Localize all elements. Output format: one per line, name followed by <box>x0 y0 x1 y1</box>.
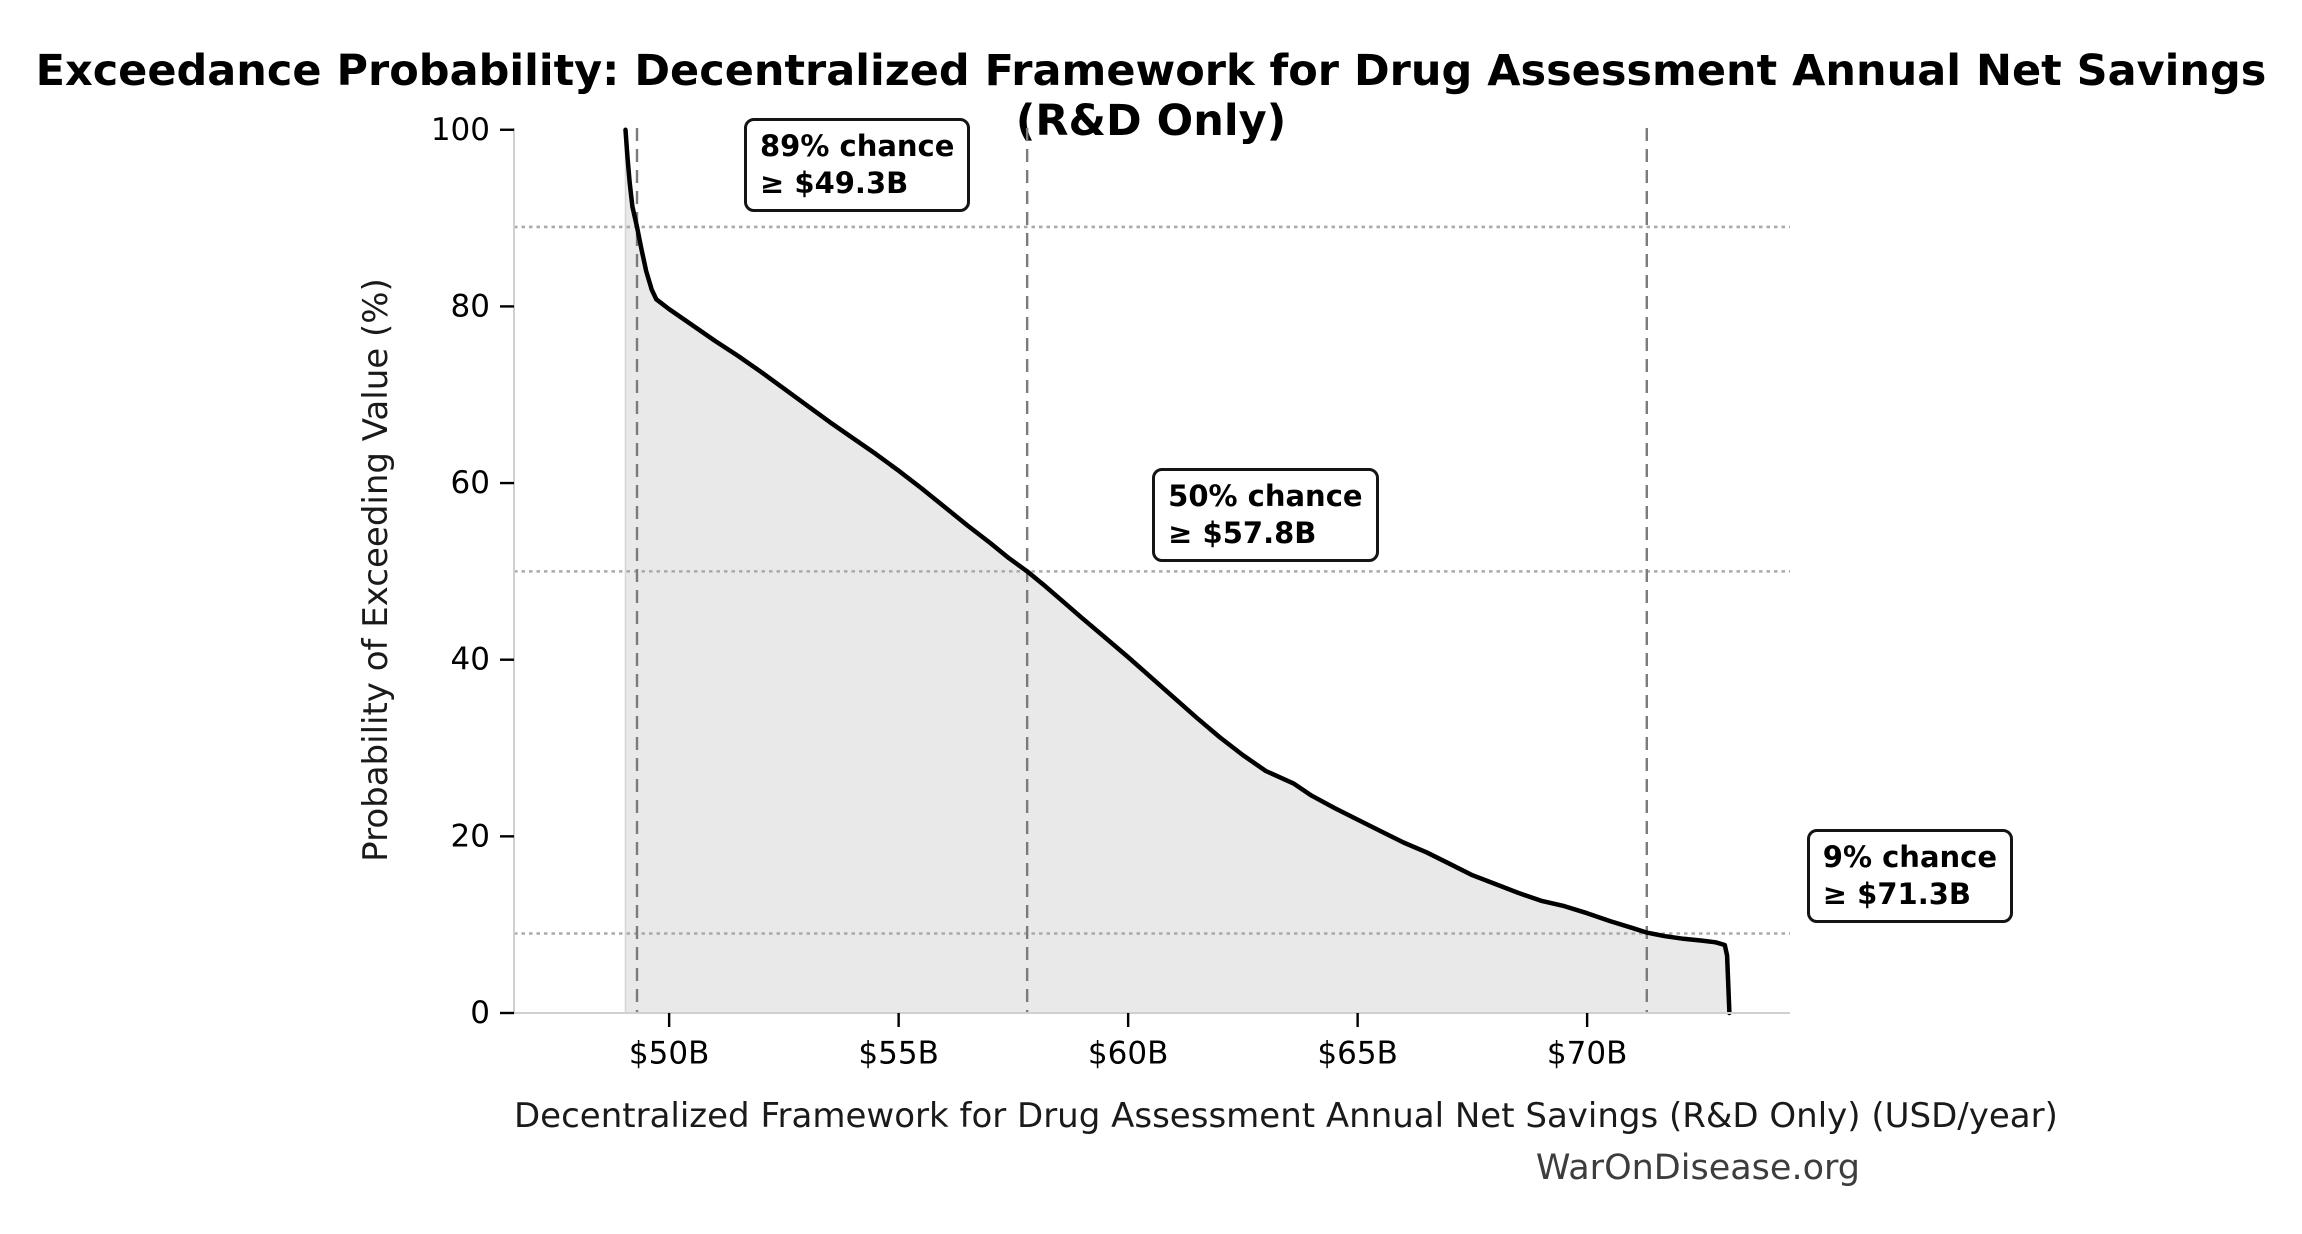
annotation-89pct: 89% chance ≥ $49.3B <box>744 117 971 212</box>
y-tick-label: 40 <box>451 642 490 678</box>
annotation-line1: 50% chance <box>1168 479 1363 514</box>
annotation-9pct: 9% chance ≥ $71.3B <box>1806 828 2014 923</box>
annotation-line2: ≥ $71.3B <box>1822 876 1972 911</box>
annotation-line2: ≥ $57.8B <box>1168 516 1317 551</box>
y-tick-label: 0 <box>470 995 490 1031</box>
chart-title: Exceedance Probability: Decentralized Fr… <box>35 46 2267 146</box>
x-tick-label: $70B <box>1547 1035 1627 1071</box>
annotation-line1: 89% chance <box>760 128 955 163</box>
watermark: WarOnDisease.org <box>1535 1148 1860 1188</box>
y-tick-label: 80 <box>451 288 490 324</box>
y-tick-label: 20 <box>451 818 490 854</box>
y-axis-label: Probability of Exceeding Value (%) <box>356 278 396 862</box>
y-tick-label: 100 <box>431 112 490 148</box>
annotation-50pct: 50% chance ≥ $57.8B <box>1152 468 1379 563</box>
x-axis-label: Decentralized Framework for Drug Assessm… <box>514 1096 2058 1136</box>
annotation-line1: 9% chance <box>1822 839 1998 874</box>
annotation-line2: ≥ $49.3B <box>760 165 909 200</box>
exceedance-curve <box>623 127 1732 1016</box>
x-tick-label: $55B <box>858 1035 938 1071</box>
y-tick-label: 60 <box>451 465 490 501</box>
x-tick-label: $60B <box>1088 1035 1168 1071</box>
x-tick-label: $50B <box>629 1035 709 1071</box>
x-tick-label: $65B <box>1317 1035 1397 1071</box>
